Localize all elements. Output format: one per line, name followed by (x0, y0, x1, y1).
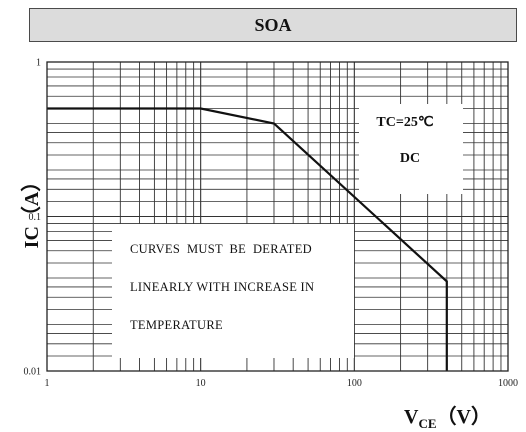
note-line-1: CURVES MUST BE DERATED (130, 242, 312, 256)
y-tick-label: 0.1 (29, 212, 42, 223)
soa-curve-group (47, 107, 448, 371)
x-axis-label: VCE（V） (404, 400, 514, 431)
tick-labels: 1 10 100 1000 0.01 0.1 1 (24, 58, 519, 390)
x-tick-label: 10 (196, 378, 206, 389)
condition-box (359, 104, 463, 194)
y-tick-label: 0.01 (24, 367, 42, 378)
soa-curve (47, 107, 448, 371)
y-tick-label: 1 (36, 58, 41, 69)
x-axis-label-unit: （V） (436, 406, 491, 428)
x-axis-label-main: V (404, 406, 419, 428)
x-axis-label-sub: CE (418, 416, 437, 431)
x-tick-label: 1 (45, 378, 50, 389)
plot-frame (46, 61, 509, 372)
condition-temp: TC=25℃ (376, 115, 433, 130)
x-tick-label: 100 (347, 378, 362, 389)
x-tick-label: 1000 (498, 378, 518, 389)
condition-dc: DC (400, 151, 420, 166)
note-box (112, 224, 354, 358)
note-line-3: TEMPERATURE (130, 318, 223, 332)
note-line-2: LINEARLY WITH INCREASE IN (130, 280, 314, 294)
chart-title: SOA (29, 8, 517, 42)
